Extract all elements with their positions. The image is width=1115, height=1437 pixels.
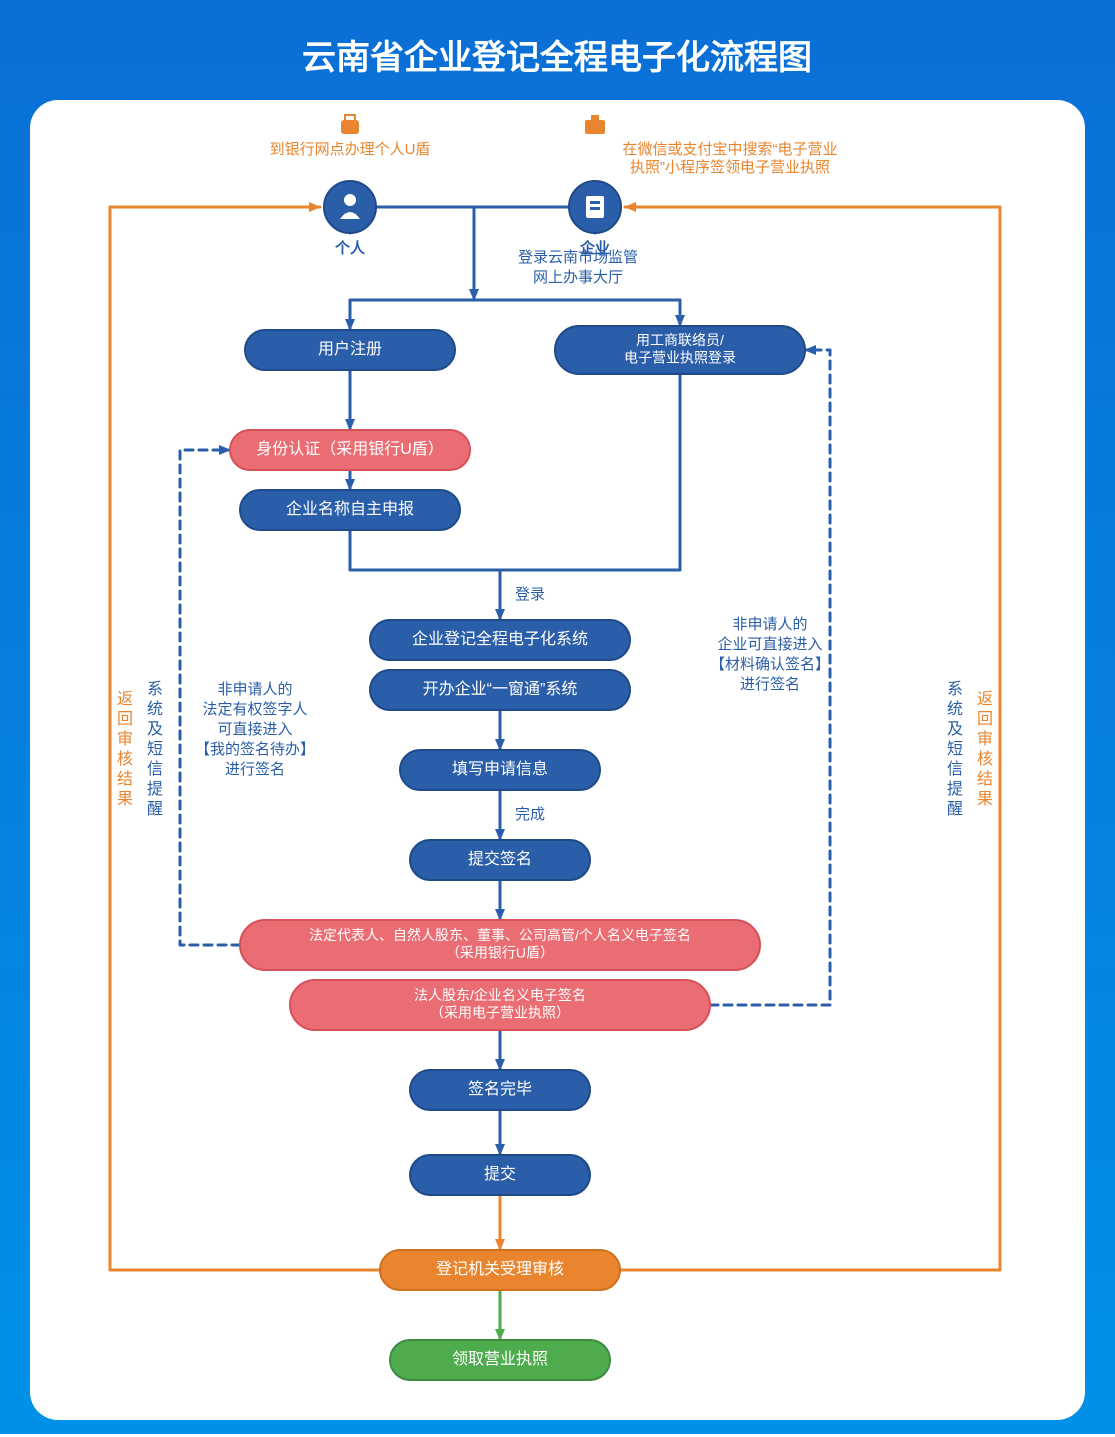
svg-text:非申请人的: 非申请人的	[217, 681, 292, 698]
svg-text:信: 信	[947, 760, 963, 778]
svg-text:到银行网点办理个人U盾: 到银行网点办理个人U盾	[270, 141, 431, 158]
svg-text:结: 结	[977, 770, 993, 788]
node-login_ent: 用工商联络员/电子营业执照登录	[555, 326, 805, 374]
node-signed: 签名完毕	[410, 1070, 590, 1110]
svg-text:短: 短	[147, 740, 163, 758]
svg-text:审: 审	[977, 730, 993, 748]
svg-text:开办企业“一窗通”系统: 开办企业“一窗通”系统	[423, 680, 578, 698]
svg-text:领取营业执照: 领取营业执照	[452, 1350, 548, 1368]
svg-text:网上办事大厅: 网上办事大厅	[533, 269, 623, 286]
svg-text:在微信或支付宝中搜索“电子营业: 在微信或支付宝中搜索“电子营业	[623, 141, 838, 158]
note-login2: 登录	[515, 586, 545, 603]
svg-text:果: 果	[117, 791, 133, 808]
node-submit: 提交	[410, 1155, 590, 1195]
svg-text:结: 结	[117, 770, 133, 788]
svg-text:身份认证（采用银行U盾）: 身份认证（采用银行U盾）	[256, 440, 444, 458]
svg-text:法定代表人、自然人股东、董事、公司高管/个人名义电子签名: 法定代表人、自然人股东、董事、公司高管/个人名义电子签名	[309, 927, 691, 943]
note-done: 完成	[515, 806, 545, 823]
svg-text:提交: 提交	[484, 1165, 516, 1183]
svg-text:填写申请信息: 填写申请信息	[452, 760, 548, 778]
svg-text:核: 核	[117, 750, 133, 768]
svg-text:短: 短	[947, 740, 963, 758]
svg-text:及: 及	[147, 721, 163, 738]
svg-text:（采用银行U盾）: （采用银行U盾）	[446, 944, 554, 960]
svg-text:登录云南市场监管: 登录云南市场监管	[518, 249, 638, 266]
node-sign_req: 提交签名	[410, 840, 590, 880]
vlabel-r1: 系统及短信提醒	[947, 680, 963, 818]
node-sys2: 开办企业“一窗通”系统	[370, 670, 630, 710]
svg-text:【我的签名待办】: 【我的签名待办】	[195, 741, 315, 758]
svg-text:【材料确认签名】: 【材料确认签名】	[710, 656, 830, 673]
svg-text:果: 果	[977, 791, 993, 808]
svg-text:提: 提	[147, 780, 163, 798]
svg-text:企业名称自主申报: 企业名称自主申报	[286, 500, 414, 518]
node-name_decl: 企业名称自主申报	[240, 490, 460, 530]
svg-text:非申请人的: 非申请人的	[732, 616, 807, 633]
svg-text:系: 系	[147, 680, 163, 698]
svg-text:个人: 个人	[334, 239, 366, 257]
svg-text:用工商联络员/: 用工商联络员/	[636, 332, 724, 348]
flowchart: 云南省企业登记全程电子化流程图个人企业用户注册用工商联络员/电子营业执照登录身份…	[0, 0, 1115, 1434]
svg-text:统: 统	[947, 700, 963, 718]
svg-text:统: 统	[147, 700, 163, 718]
svg-text:法定有权签字人: 法定有权签字人	[202, 701, 307, 718]
svg-text:信: 信	[147, 760, 163, 778]
svg-text:完成: 完成	[515, 806, 545, 823]
svg-text:回: 回	[977, 711, 993, 728]
svg-text:提交签名: 提交签名	[468, 850, 532, 868]
svg-text:审: 审	[117, 730, 133, 748]
svg-text:回: 回	[117, 711, 133, 728]
node-sign_red2: 法人股东/企业名义电子签名（采用电子营业执照）	[290, 980, 710, 1030]
svg-text:进行签名: 进行签名	[225, 761, 285, 778]
svg-text:提: 提	[947, 780, 963, 798]
svg-text:核: 核	[977, 750, 993, 768]
svg-text:系: 系	[947, 680, 963, 698]
node-sign_red1: 法定代表人、自然人股东、董事、公司高管/个人名义电子签名（采用银行U盾）	[240, 920, 760, 970]
svg-text:用户注册: 用户注册	[318, 340, 382, 358]
svg-text:及: 及	[947, 721, 963, 738]
node-register: 用户注册	[245, 330, 455, 370]
svg-text:（采用电子营业执照）: （采用电子营业执照）	[430, 1004, 570, 1020]
vlabel-l2: 系统及短信提醒	[147, 680, 163, 818]
node-sys1: 企业登记全程电子化系统	[370, 620, 630, 660]
node-fill: 填写申请信息	[400, 750, 600, 790]
page-title: 云南省企业登记全程电子化流程图	[302, 38, 812, 77]
svg-text:执照”小程序签领电子营业执照: 执照”小程序签领电子营业执照	[630, 159, 830, 176]
node-review: 登记机关受理审核	[380, 1250, 620, 1290]
node-id_auth: 身份认证（采用银行U盾）	[230, 430, 470, 470]
svg-text:醒: 醒	[947, 800, 963, 818]
svg-text:登记机关受理审核: 登记机关受理审核	[436, 1260, 564, 1278]
svg-text:签名完毕: 签名完毕	[468, 1080, 532, 1098]
svg-text:企业登记全程电子化系统: 企业登记全程电子化系统	[412, 630, 588, 648]
svg-text:电子营业执照登录: 电子营业执照登录	[624, 349, 736, 365]
svg-text:醒: 醒	[147, 800, 163, 818]
svg-text:返: 返	[117, 690, 133, 708]
node-license: 领取营业执照	[390, 1340, 610, 1380]
svg-text:进行签名: 进行签名	[740, 676, 800, 693]
svg-text:法人股东/企业名义电子签名: 法人股东/企业名义电子签名	[414, 987, 586, 1003]
svg-text:返: 返	[977, 690, 993, 708]
svg-text:可直接进入: 可直接进入	[217, 721, 292, 738]
svg-text:企业可直接进入: 企业可直接进入	[717, 635, 822, 653]
svg-text:登录: 登录	[515, 586, 545, 603]
